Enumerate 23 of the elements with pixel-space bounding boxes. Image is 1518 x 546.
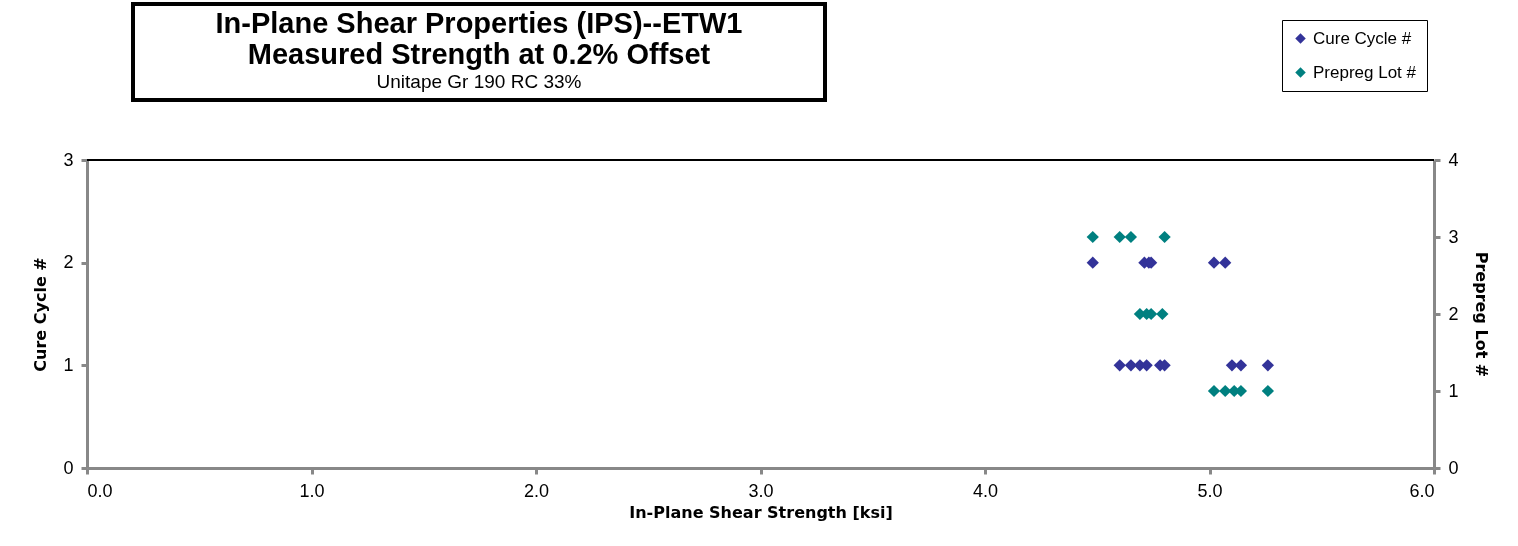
y2-tick-label: 1: [1448, 380, 1459, 401]
x-tick-label: 0.0: [87, 480, 113, 501]
x-tick-label: 6.0: [1409, 480, 1435, 501]
y-axis-title: Cure Cycle #: [31, 257, 51, 372]
chart-title: In-Plane Shear Properties (IPS)--ETW1 Measured Strength at 0.2% Offset: [214, 7, 744, 70]
y2-tick-label: 0: [1448, 457, 1459, 478]
x-tick-label: 1.0: [299, 480, 325, 501]
y-tick-label: 2: [63, 252, 74, 273]
legend-label: Cure Cycle #: [1313, 28, 1412, 48]
x-tick-label: 3.0: [748, 480, 774, 501]
x-tick-label: 5.0: [1197, 480, 1223, 501]
legend-label: Prepreg Lot #: [1313, 62, 1417, 82]
x-tick-label: 2.0: [523, 480, 550, 501]
x-axis-title: In-Plane Shear Strength [ksi]: [629, 502, 893, 522]
y2-tick-label: 2: [1448, 303, 1459, 324]
x-tick-label: 4.0: [972, 480, 999, 501]
y-tick-label: 0: [63, 457, 74, 478]
y2-axis-title: Prepreg Lot #: [1471, 251, 1491, 378]
y-tick-label: 1: [63, 354, 74, 375]
y2-tick-label: 3: [1448, 226, 1459, 247]
chart-subtitle: Unitape Gr 190 RC 33%: [375, 70, 583, 94]
y2-tick-label: 4: [1448, 149, 1459, 170]
y-tick-label: 3: [63, 149, 74, 170]
